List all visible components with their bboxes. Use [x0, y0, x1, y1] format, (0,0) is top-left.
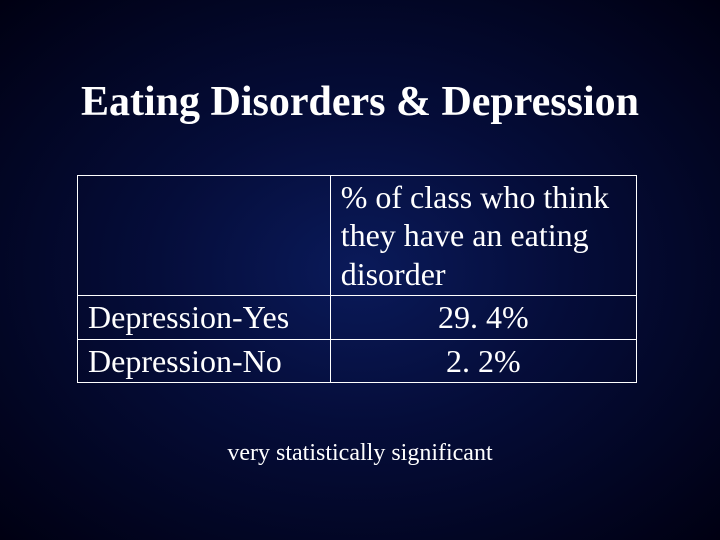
- row-value: 29. 4%: [330, 296, 636, 339]
- table-row: Depression-No 2. 2%: [78, 339, 637, 382]
- table-header-left: [78, 176, 331, 296]
- slide-title: Eating Disorders & Depression: [0, 78, 720, 126]
- table-header-row: % of class who think they have an eating…: [78, 176, 637, 296]
- table-row: Depression-Yes 29. 4%: [78, 296, 637, 339]
- row-label: Depression-Yes: [78, 296, 331, 339]
- footnote: very statistically significant: [0, 440, 720, 467]
- data-table: % of class who think they have an eating…: [77, 175, 637, 383]
- slide: Eating Disorders & Depression % of class…: [0, 0, 720, 540]
- row-value: 2. 2%: [330, 339, 636, 382]
- row-label: Depression-No: [78, 339, 331, 382]
- table-header-right: % of class who think they have an eating…: [330, 176, 636, 296]
